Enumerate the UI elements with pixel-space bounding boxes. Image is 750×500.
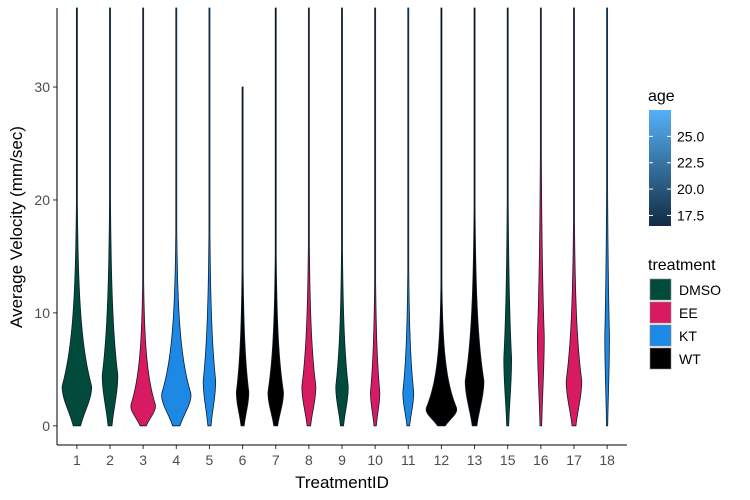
treatment-swatch-dmso — [649, 278, 672, 301]
x-tick-label: 18 — [599, 452, 615, 468]
x-tick-label: 7 — [272, 452, 280, 468]
x-tick-label: 8 — [305, 452, 313, 468]
treatment-legend-title: treatment — [648, 257, 716, 274]
violin-7 — [267, 7, 284, 427]
violin-16 — [537, 7, 545, 427]
treatment-legend-items: DMSO EE KT WT — [649, 278, 721, 370]
treatment-label-dmso: DMSO — [679, 282, 721, 298]
age-tick-label: 20.0 — [677, 181, 704, 197]
treatment-label-kt: KT — [679, 328, 697, 344]
x-tick-label: 5 — [206, 452, 214, 468]
y-axis-ticks: 0 10 20 30 — [34, 79, 57, 434]
treatment-label-ee: EE — [679, 305, 698, 321]
violin-1 — [61, 7, 93, 427]
violin-5 — [202, 7, 217, 427]
violin-10 — [370, 7, 381, 427]
violin-2 — [101, 7, 119, 427]
age-tick-label: 25.0 — [677, 128, 704, 144]
x-tick-label: 1 — [73, 452, 81, 468]
violin-9 — [335, 7, 349, 427]
y-tick-label: 10 — [34, 305, 50, 321]
violin-3 — [130, 7, 156, 427]
x-axis-title: TreatmentID — [295, 473, 389, 492]
x-tick-label: 3 — [139, 452, 147, 468]
y-tick-label: 0 — [42, 418, 50, 434]
violin-18 — [604, 7, 610, 427]
x-tick-label: 2 — [106, 452, 114, 468]
age-legend-title: age — [648, 88, 675, 105]
age-legend: age 25.0 22.5 20.0 17.5 — [648, 88, 704, 226]
violins-layer — [61, 7, 610, 427]
x-tick-label: 10 — [367, 452, 383, 468]
treatment-label-wt: WT — [679, 351, 701, 367]
x-tick-label: 17 — [566, 452, 582, 468]
age-tick-label: 22.5 — [677, 155, 704, 171]
y-tick-label: 30 — [34, 79, 50, 95]
x-axis-ticks: 1 2 3 4 5 6 7 8 9 10 11 12 13 15 16 17 18 — [73, 445, 615, 468]
violin-15 — [503, 7, 512, 427]
x-tick-label: 16 — [533, 452, 549, 468]
y-axis-title: Average Velocity (mm/sec) — [7, 126, 26, 328]
violin-13 — [464, 7, 485, 427]
age-tick-label: 17.5 — [677, 207, 704, 223]
violin-12 — [425, 7, 458, 427]
y-tick-label: 20 — [34, 192, 50, 208]
x-tick-label: 9 — [338, 452, 346, 468]
age-colorbar — [649, 110, 671, 226]
violin-8 — [301, 7, 317, 427]
violin-11 — [402, 7, 415, 427]
treatment-swatch-ee — [649, 301, 672, 324]
treatment-legend: treatment DMSO EE KT WT — [648, 257, 721, 370]
age-colorbar-ticks: 25.0 22.5 20.0 17.5 — [649, 128, 704, 223]
violin-6 — [235, 86, 250, 427]
treatment-swatch-wt — [649, 347, 672, 370]
x-tick-label: 4 — [172, 452, 180, 468]
treatment-swatch-kt — [649, 324, 672, 347]
x-tick-label: 15 — [500, 452, 516, 468]
x-tick-label: 12 — [434, 452, 450, 468]
x-tick-label: 11 — [401, 452, 416, 468]
x-tick-label: 6 — [239, 452, 247, 468]
violin-17 — [565, 7, 583, 427]
violin-4 — [161, 7, 192, 427]
x-tick-label: 13 — [467, 452, 483, 468]
